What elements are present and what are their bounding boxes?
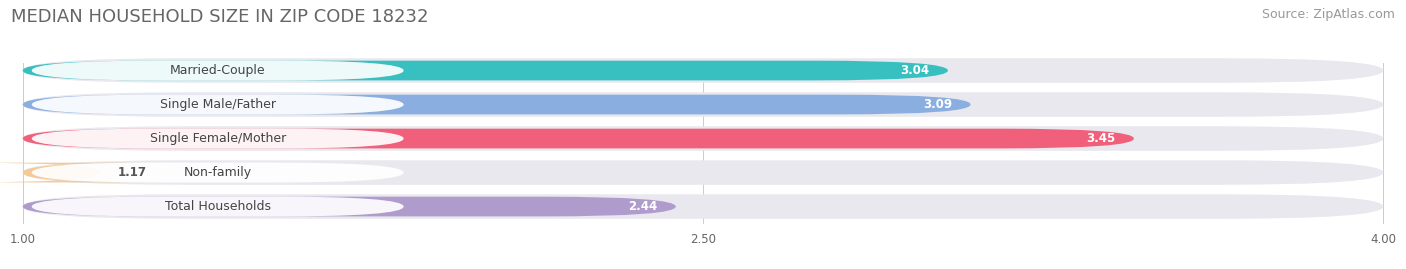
FancyBboxPatch shape [22, 61, 948, 80]
Text: 3.45: 3.45 [1087, 132, 1116, 145]
FancyBboxPatch shape [22, 197, 676, 216]
FancyBboxPatch shape [32, 162, 404, 183]
Text: 1.17: 1.17 [118, 166, 146, 179]
FancyBboxPatch shape [32, 197, 404, 217]
FancyBboxPatch shape [0, 163, 155, 182]
FancyBboxPatch shape [32, 61, 404, 80]
Text: 3.09: 3.09 [924, 98, 952, 111]
FancyBboxPatch shape [22, 160, 1384, 185]
Text: 3.04: 3.04 [901, 64, 929, 77]
FancyBboxPatch shape [22, 92, 1384, 117]
Text: Total Households: Total Households [165, 200, 271, 213]
FancyBboxPatch shape [22, 194, 1384, 219]
Text: Non-family: Non-family [184, 166, 252, 179]
FancyBboxPatch shape [32, 94, 404, 115]
FancyBboxPatch shape [22, 95, 970, 114]
Text: MEDIAN HOUSEHOLD SIZE IN ZIP CODE 18232: MEDIAN HOUSEHOLD SIZE IN ZIP CODE 18232 [11, 8, 429, 26]
Text: Single Male/Father: Single Male/Father [160, 98, 276, 111]
Text: Single Female/Mother: Single Female/Mother [149, 132, 285, 145]
Text: Married-Couple: Married-Couple [170, 64, 266, 77]
Text: Source: ZipAtlas.com: Source: ZipAtlas.com [1261, 8, 1395, 21]
FancyBboxPatch shape [22, 129, 1133, 148]
FancyBboxPatch shape [32, 129, 404, 148]
Text: 2.44: 2.44 [628, 200, 658, 213]
FancyBboxPatch shape [22, 126, 1384, 151]
FancyBboxPatch shape [22, 58, 1384, 83]
